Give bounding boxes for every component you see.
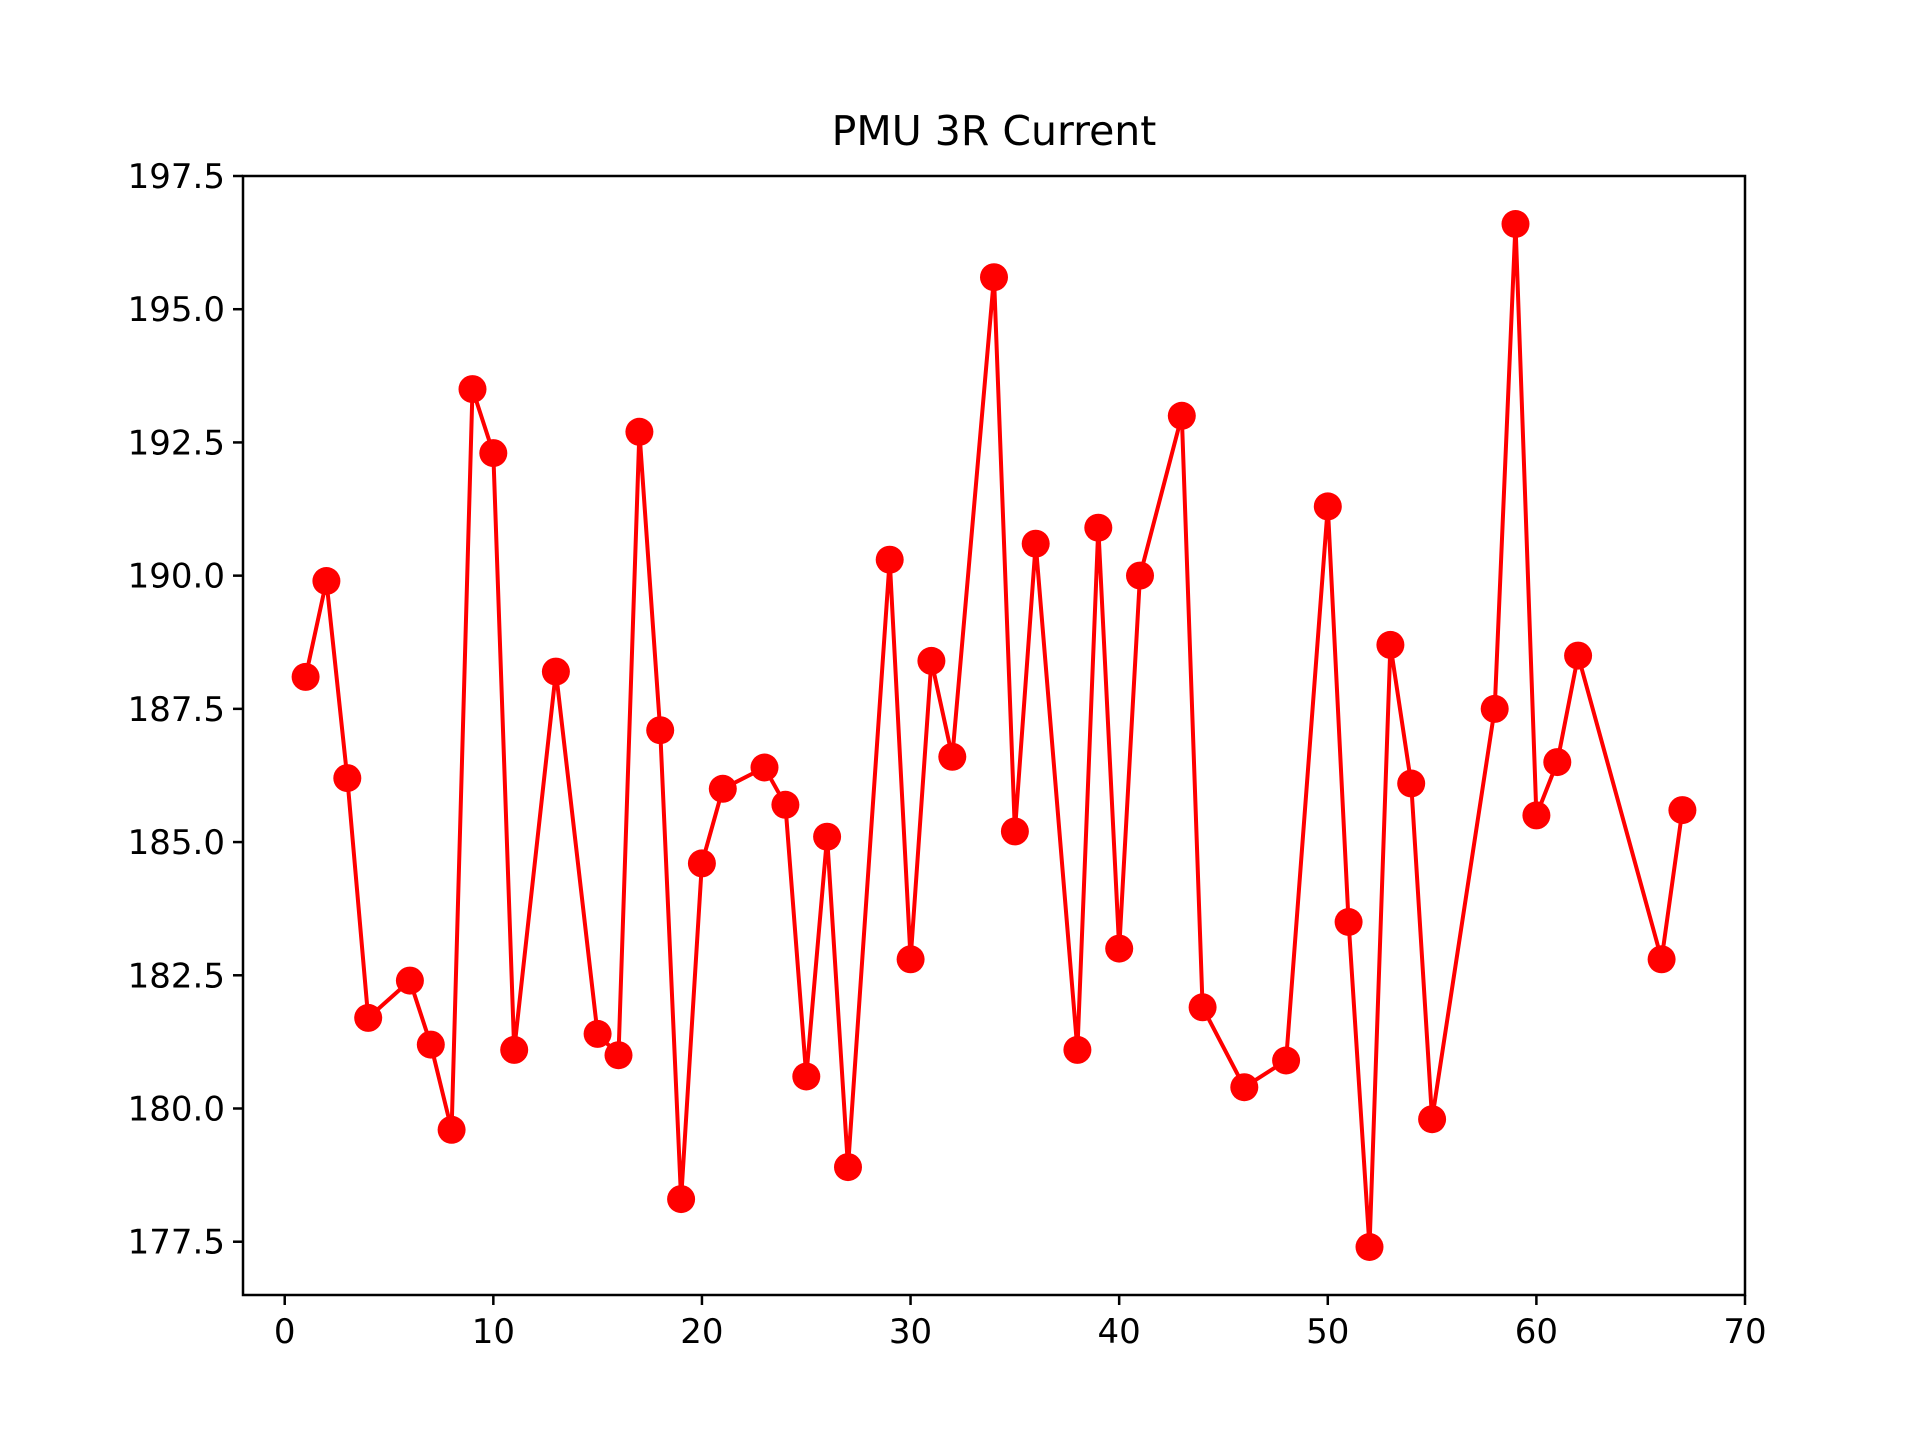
data-point (333, 764, 362, 793)
data-point (1668, 796, 1697, 825)
data-point (1230, 1073, 1259, 1102)
y-tick-label: 177.5 (128, 1223, 225, 1263)
data-point (938, 742, 967, 771)
x-tick-label: 70 (1723, 1312, 1766, 1352)
y-tick-label: 180.0 (128, 1090, 225, 1130)
data-point (687, 849, 716, 878)
data-point (667, 1185, 696, 1214)
x-tick-label: 10 (472, 1312, 515, 1352)
data-point (312, 567, 341, 595)
data-point (750, 753, 779, 782)
data-point (1167, 401, 1196, 430)
y-tick-label: 185.0 (128, 823, 225, 863)
x-tick-label: 30 (889, 1312, 932, 1352)
axes-frame (241, 174, 1747, 1297)
data-point (604, 1041, 633, 1070)
data-point (834, 1153, 862, 1182)
x-tick-label: 50 (1306, 1312, 1349, 1352)
data-point (813, 822, 842, 851)
data-point (479, 439, 508, 468)
x-tick-label: 0 (274, 1312, 296, 1352)
data-point (646, 716, 675, 745)
y-tick-label: 192.5 (128, 423, 225, 463)
data-point (1126, 561, 1154, 590)
data-point (875, 545, 904, 574)
data-point (1564, 641, 1593, 670)
data-point (1105, 934, 1134, 963)
y-tick-label: 195.0 (128, 290, 225, 330)
y-tick-label: 182.5 (128, 956, 225, 996)
data-point (1000, 817, 1029, 846)
plot-area (291, 210, 1697, 1261)
data-point (500, 1035, 529, 1064)
data-point (1355, 1233, 1384, 1261)
data-point (792, 1062, 821, 1091)
data-point (1543, 748, 1572, 777)
data-point (917, 646, 946, 675)
data-point (1021, 529, 1050, 558)
x-tick-label: 60 (1515, 1312, 1558, 1352)
data-point (625, 417, 654, 446)
data-point (1334, 908, 1363, 936)
data-point (1084, 513, 1113, 542)
data-point (896, 945, 925, 974)
data-point (437, 1115, 466, 1144)
data-point (1063, 1035, 1092, 1064)
data-point (1272, 1046, 1301, 1075)
data-point (1647, 945, 1676, 974)
data-point (291, 662, 320, 691)
data-point (354, 1003, 383, 1032)
data-point (395, 966, 424, 995)
x-tick-label: 20 (680, 1312, 723, 1352)
data-point (708, 774, 737, 803)
data-point (416, 1030, 445, 1059)
data-point (1397, 769, 1426, 798)
data-point (1418, 1105, 1447, 1134)
data-point (980, 263, 1008, 292)
data-point (771, 790, 800, 819)
axes: 0 10 20 30 40 50 60 70 177.5 180.0 182.5 185.0 187.5… (128, 157, 1767, 1352)
data-point (1313, 492, 1342, 521)
data-point (1501, 210, 1530, 238)
y-tick-label: 197.5 (128, 157, 225, 197)
y-tick-label: 190.0 (128, 557, 225, 597)
data-point (541, 657, 570, 686)
chart-title: PMU 3R Current (832, 107, 1157, 155)
data-point (458, 375, 487, 404)
data-point (583, 1019, 612, 1048)
data-point (1188, 993, 1217, 1022)
data-point (1480, 694, 1509, 723)
data-point (1376, 630, 1405, 659)
x-tick-label: 40 (1098, 1312, 1141, 1352)
data-point (1522, 801, 1551, 830)
y-tick-label: 187.5 (128, 690, 225, 730)
